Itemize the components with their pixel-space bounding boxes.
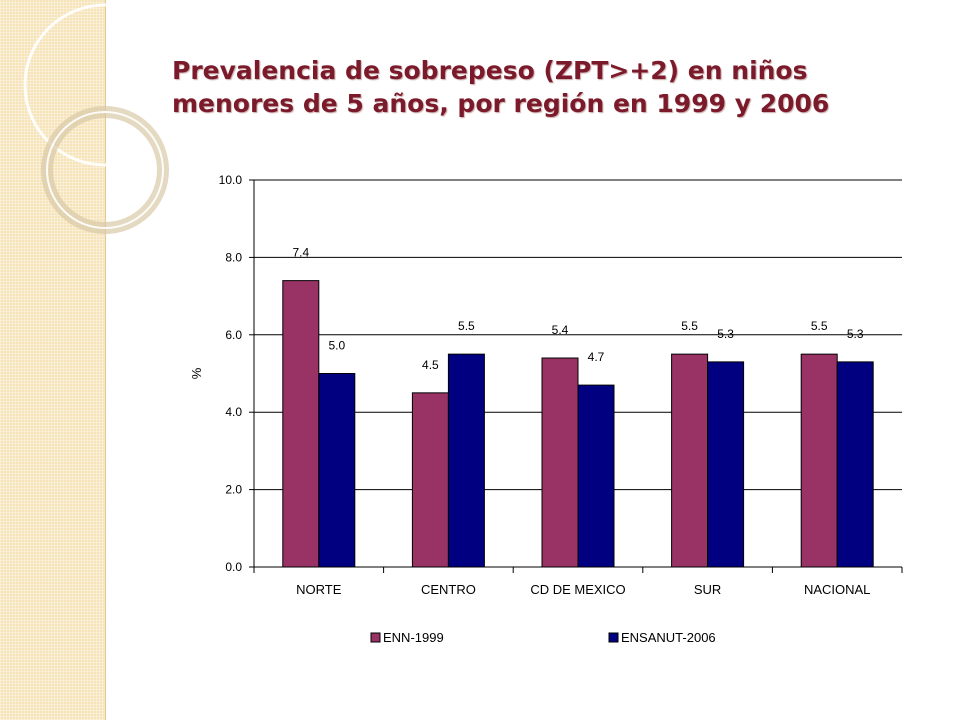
y-axis-label: % (189, 367, 204, 379)
y-tick-label: 8.0 (225, 250, 242, 264)
legend-swatch (608, 632, 619, 643)
slide-title-line-1: Prevalencia de sobrepeso (ZPT>+2) en niñ… (172, 56, 808, 85)
x-tick-label: NORTE (296, 582, 342, 597)
legend-label: ENSANUT-2006 (621, 630, 716, 645)
legend-swatch (370, 632, 381, 643)
bar-ensanut-2006 (707, 361, 745, 568)
slide-title-line-2: menores de 5 años, por región en 1999 y … (172, 89, 830, 118)
x-tick-label: CENTRO (421, 582, 476, 597)
data-label: 5.0 (328, 339, 345, 353)
data-label: 4.5 (422, 358, 439, 372)
bar-enn-1999 (411, 392, 449, 568)
y-tick-label: 2.0 (225, 483, 242, 497)
bar-enn-1999 (541, 357, 579, 568)
bar-enn-1999 (800, 353, 838, 568)
data-label: 5.3 (717, 327, 734, 341)
x-tick-label: SUR (694, 582, 721, 597)
y-tick-label: 6.0 (225, 328, 242, 342)
slide-title: Prevalencia de sobrepeso (ZPT>+2) en niñ… (172, 54, 932, 120)
bar-enn-1999 (671, 353, 709, 568)
data-label: 5.4 (552, 323, 569, 337)
bar-ensanut-2006 (836, 361, 874, 568)
bar-ensanut-2006 (577, 384, 615, 568)
data-label: 5.5 (811, 319, 828, 333)
y-tick-label: 0.0 (225, 560, 242, 574)
data-label: 4.7 (588, 350, 605, 364)
y-tick-label: 4.0 (225, 405, 242, 419)
x-tick-label: NACIONAL (804, 582, 870, 597)
data-label: 5.5 (458, 319, 475, 333)
data-label: 7.4 (292, 246, 309, 260)
bar-enn-1999 (282, 280, 320, 568)
bar-ensanut-2006 (447, 353, 485, 568)
legend-label: ENN-1999 (383, 630, 444, 645)
data-label: 5.5 (681, 319, 698, 333)
bar-ensanut-2006 (318, 373, 356, 568)
data-label: 5.3 (847, 327, 864, 341)
y-tick-label: 10.0 (219, 173, 243, 187)
decorative-circles (23, 3, 187, 234)
x-tick-label: CD DE MEXICO (530, 582, 625, 597)
